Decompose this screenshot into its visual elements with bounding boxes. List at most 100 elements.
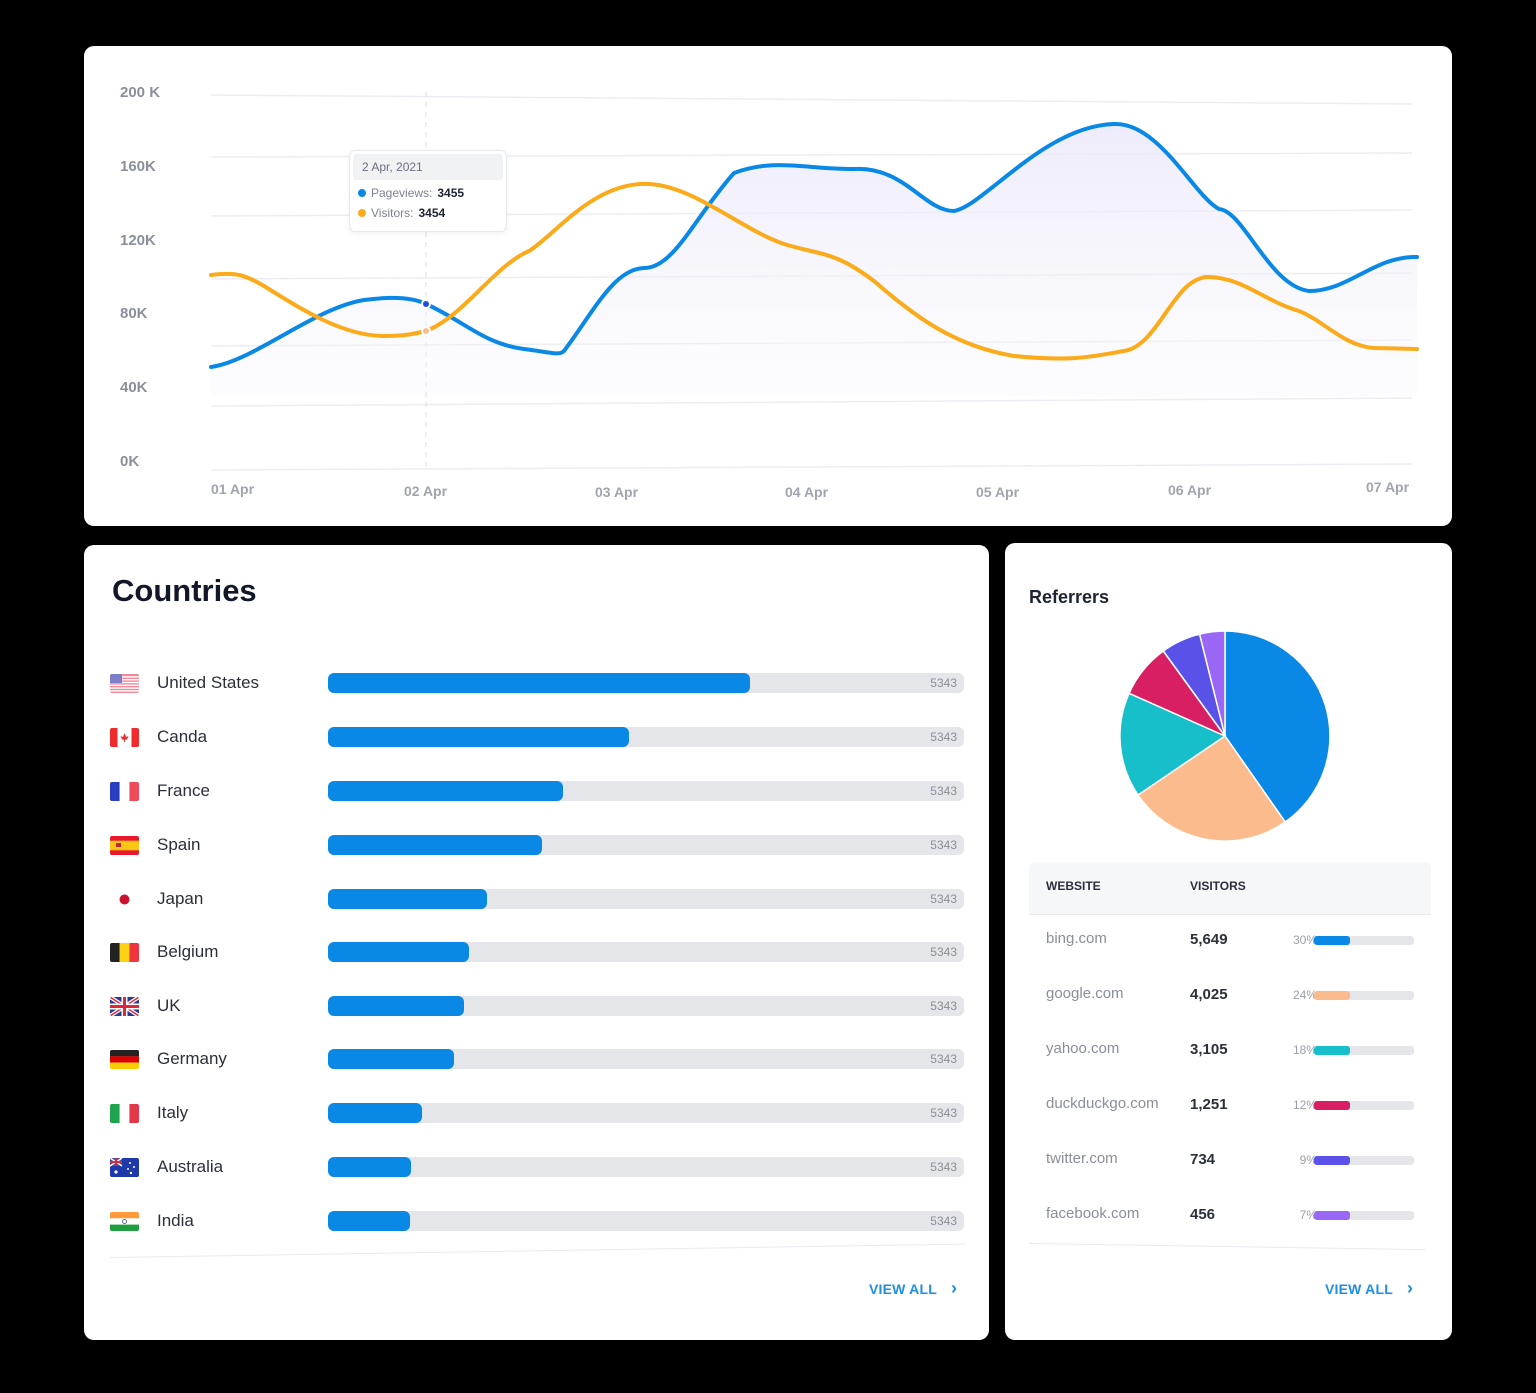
country-bar: 5343 <box>328 942 964 962</box>
y-tick-200k: 200 K <box>120 84 161 101</box>
country-value: 5343 <box>930 892 957 906</box>
x-tick-06-apr: 06 Apr <box>1168 482 1212 498</box>
country-row: India 5343 <box>110 1210 965 1232</box>
referrer-bar-fill <box>1314 1101 1350 1110</box>
in-flag-icon <box>110 1212 139 1231</box>
country-name: France <box>157 781 210 800</box>
referrers-title: Referrers <box>1029 587 1110 607</box>
pie-slice-bing <box>1224 630 1331 824</box>
country-row: Germany 5343 <box>110 1048 965 1070</box>
x-tick-05-apr: 05 Apr <box>976 484 1020 500</box>
country-name: Italy <box>157 1103 189 1122</box>
referrer-bar-fill <box>1314 936 1350 945</box>
x-tick-03-apr: 03 Apr <box>595 484 639 500</box>
referrer-row: facebook.com 456 7% <box>1029 1205 1429 1227</box>
referrer-site: duckduckgo.com <box>1046 1095 1159 1112</box>
referrer-percent: 9% <box>1299 1153 1317 1167</box>
country-bar: 5343 <box>328 1157 964 1177</box>
country-name: Germany <box>157 1049 227 1068</box>
pie-slice-google <box>1136 734 1287 842</box>
country-row: United States 5343 <box>110 672 965 694</box>
country-bar-fill <box>328 835 542 855</box>
referrer-bar <box>1314 1211 1414 1220</box>
x-tick-04-apr: 04 Apr <box>785 484 829 500</box>
y-tick-80k: 80K <box>120 305 148 322</box>
country-name: Spain <box>157 835 201 854</box>
referrers-view-all-button[interactable]: VIEW ALL › <box>1325 1278 1413 1299</box>
referrers-card: Referrers WEBSITE VISITORS bing.com 5,64… <box>1005 543 1452 1340</box>
gb-flag-icon <box>110 997 139 1016</box>
referrer-bar <box>1314 936 1414 945</box>
country-bar-fill <box>328 1211 410 1231</box>
country-bar-fill <box>328 1103 422 1123</box>
es-flag-icon <box>110 836 139 855</box>
countries-view-all-button[interactable]: VIEW ALL › <box>869 1278 957 1299</box>
country-value: 5343 <box>930 1214 957 1228</box>
referrer-site: twitter.com <box>1046 1150 1118 1167</box>
tooltip-pageviews-row: Pageviews: 3455 <box>350 183 506 203</box>
tooltip-visitors-label: Visitors: <box>371 206 414 220</box>
country-name: Canda <box>157 727 208 746</box>
tooltip-visitors-row: Visitors: 3454 <box>350 203 506 223</box>
pageviews-area <box>211 123 1417 396</box>
referrer-visitors: 1,251 <box>1190 1096 1228 1113</box>
referrer-percent: 7% <box>1299 1208 1317 1222</box>
referrer-site: facebook.com <box>1046 1205 1140 1222</box>
tooltip-pageviews-value: 3455 <box>437 186 465 200</box>
y-tick-40k: 40K <box>120 379 148 396</box>
visitors-line <box>209 181 1419 361</box>
country-name: Australia <box>157 1157 224 1176</box>
country-bar-fill <box>328 727 629 747</box>
referrer-percent: 12% <box>1292 1098 1317 1112</box>
country-bar: 5343 <box>328 889 964 909</box>
chevron-right-icon: › <box>1406 1278 1414 1298</box>
jp-flag-icon <box>110 890 139 909</box>
referrer-bar-fill <box>1314 1046 1350 1055</box>
country-bar-fill <box>328 996 464 1016</box>
referrer-bar <box>1314 1046 1414 1055</box>
au-flag-icon <box>110 1158 139 1177</box>
country-value: 5343 <box>930 1160 957 1174</box>
referrer-bar <box>1314 1101 1414 1110</box>
referrer-row: yahoo.com 3,105 18% <box>1029 1040 1429 1062</box>
referrers-pie-chart[interactable] <box>1005 543 1452 863</box>
y-tick-0k: 0K <box>120 453 140 470</box>
country-value: 5343 <box>930 999 957 1013</box>
country-bar: 5343 <box>328 1211 964 1231</box>
referrer-visitors: 456 <box>1190 1206 1216 1223</box>
country-value: 5343 <box>930 1106 957 1120</box>
referrers-divider <box>1028 1243 1425 1251</box>
country-value: 5343 <box>930 945 957 959</box>
view-all-label: VIEW ALL <box>869 1280 937 1297</box>
referrer-visitors: 3,105 <box>1190 1041 1228 1058</box>
visitors-hover-dot <box>421 326 431 336</box>
countries-title: Countries <box>112 573 257 608</box>
country-row: Italy 5343 <box>110 1102 965 1124</box>
referrer-bar <box>1314 1156 1414 1165</box>
traffic-chart-card: 200 K 160K 120K 80K 40K 0K 01 Apr 02 Apr… <box>84 46 1452 526</box>
referrer-bar-fill <box>1314 1156 1350 1165</box>
referrer-visitors: 4,025 <box>1190 986 1228 1003</box>
referrer-percent: 24% <box>1292 988 1317 1002</box>
countries-divider <box>109 1243 965 1258</box>
countries-card: Countries United States 5343 Canda 5343 … <box>84 545 989 1340</box>
website-column-header: WEBSITE <box>1046 879 1101 893</box>
traffic-line-chart[interactable] <box>84 46 1452 526</box>
country-row: France 5343 <box>110 780 965 802</box>
tooltip-visitors-value: 3454 <box>418 206 446 220</box>
country-value: 5343 <box>930 784 957 798</box>
country-name: United States <box>157 673 260 692</box>
country-bar-fill <box>328 889 487 909</box>
country-bar: 5343 <box>328 727 964 747</box>
us-flag-icon <box>110 674 139 693</box>
country-bar: 5343 <box>328 1049 964 1069</box>
referrer-row: bing.com 5,649 30% <box>1029 930 1429 952</box>
country-bar-fill <box>328 1157 411 1177</box>
chevron-right-icon: › <box>950 1278 958 1298</box>
country-value: 5343 <box>930 1052 957 1066</box>
country-value: 5343 <box>930 730 957 744</box>
referrer-percent: 18% <box>1292 1043 1317 1057</box>
x-tick-07-apr: 07 Apr <box>1366 479 1410 495</box>
pageviews-hover-dot <box>421 299 431 309</box>
referrer-bar-fill <box>1314 1211 1350 1220</box>
